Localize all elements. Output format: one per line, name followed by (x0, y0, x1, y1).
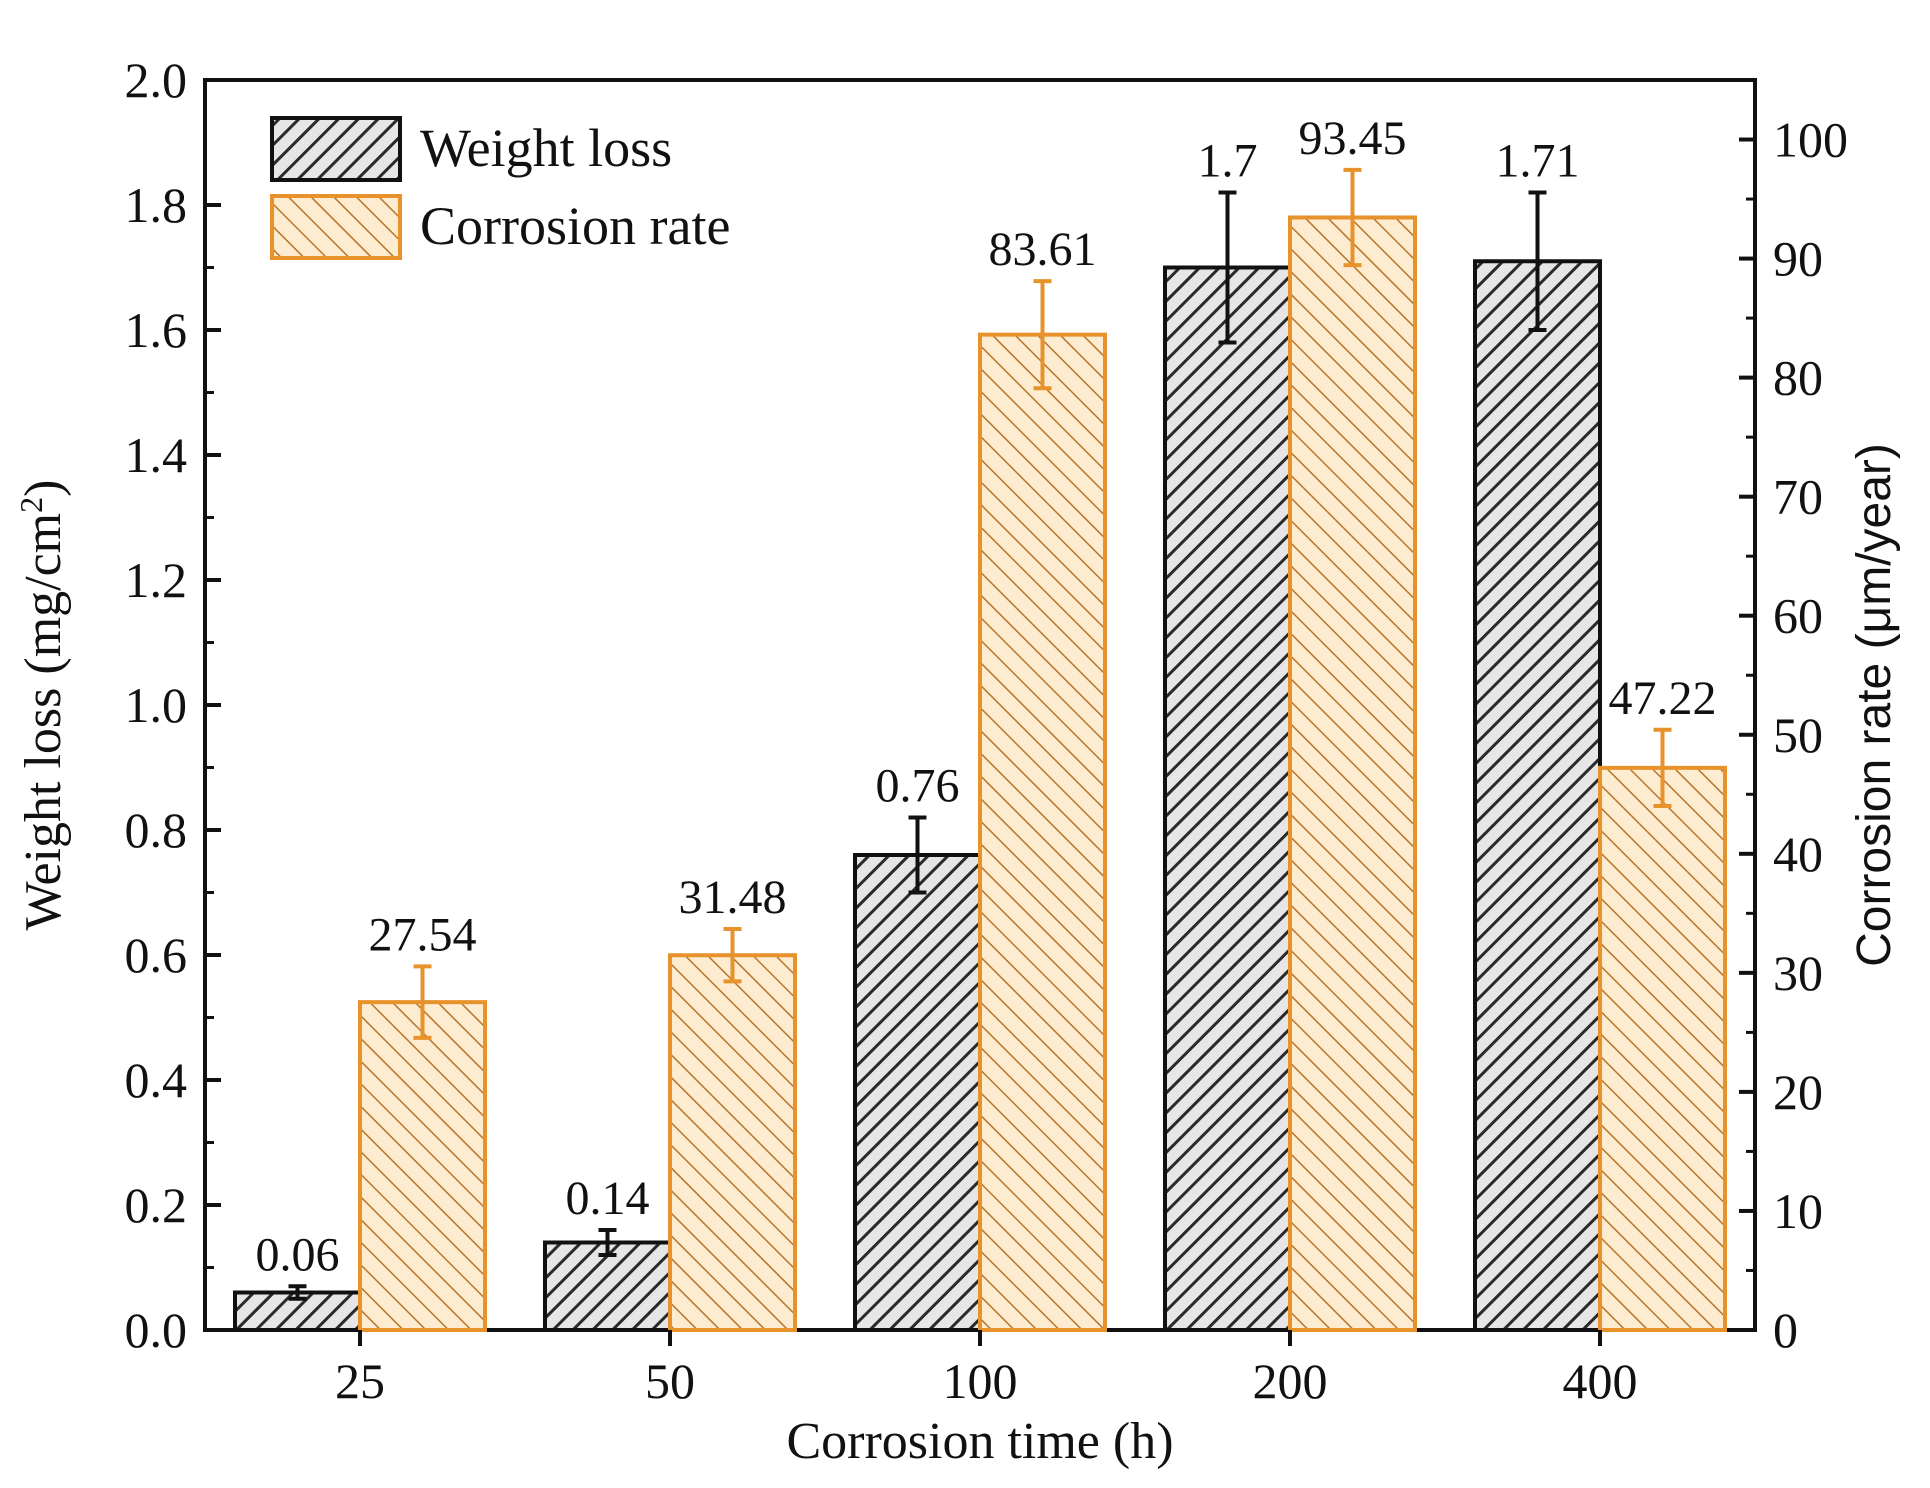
data-label-corrosion-rate: 27.54 (369, 908, 477, 961)
data-label-corrosion-rate: 31.48 (679, 871, 787, 924)
y-right-tick-label: 0 (1773, 1302, 1798, 1358)
y-right-tick-label: 90 (1773, 231, 1823, 287)
bar-corrosion-rate (978, 332, 1107, 1332)
x-tick-label: 400 (1563, 1353, 1638, 1409)
bar-corrosion-rate (358, 1000, 487, 1333)
x-axis-ticks: 25 50 100 200 400 (335, 1330, 1638, 1409)
data-label-weight-loss: 1.7 (1198, 135, 1258, 188)
bar-corrosion-rate (1598, 765, 1727, 1332)
right-axis-ticks: 0 10 20 30 40 50 60 70 80 90 100 (1739, 112, 1848, 1358)
bar-weight-loss (1163, 265, 1292, 1332)
y-axis-left-title: Weight loss (mg/cm2) (13, 480, 72, 931)
y-right-tick-label: 30 (1773, 945, 1823, 1001)
y-axis-right-title: Corrosion rate (μm/year) (1848, 443, 1901, 967)
x-axis-title: Corrosion time (h) (786, 1413, 1173, 1470)
y-axis-left-title-close: ) (15, 480, 72, 497)
y-left-tick-label: 0.8 (125, 802, 188, 858)
y-left-tick-label: 2.0 (125, 52, 188, 108)
x-tick-label: 100 (943, 1353, 1018, 1409)
data-label-corrosion-rate: 83.61 (989, 223, 1097, 276)
bar-weight-loss (543, 1240, 672, 1332)
legend: Weight loss Corrosion rate (270, 116, 730, 260)
data-label-weight-loss: 0.14 (566, 1172, 650, 1225)
data-labels-group: 0.06 0.14 0.76 1.7 1.71 27.54 31.48 83.61 93.45 4… (256, 112, 1717, 1281)
legend-swatch-weight-loss (270, 116, 402, 182)
data-label-weight-loss: 1.71 (1496, 135, 1580, 188)
x-tick-label: 50 (645, 1353, 695, 1409)
left-axis-ticks: 0.0 0.2 0.4 0.6 0.8 1.0 1.2 1.4 1.6 1.8 2.0 (125, 52, 221, 1358)
x-tick-label: 200 (1253, 1353, 1328, 1409)
y-right-tick-label: 10 (1773, 1183, 1823, 1239)
bar-weight-loss (853, 853, 982, 1332)
y-right-tick-label: 100 (1773, 112, 1848, 168)
y-left-tick-label: 0.2 (125, 1177, 188, 1233)
data-label-weight-loss: 0.06 (256, 1228, 340, 1281)
x-tick-label: 25 (335, 1353, 385, 1409)
y-right-tick-label: 40 (1773, 826, 1823, 882)
y-axis-left-title-main: Weight loss (mg/cm (15, 513, 72, 931)
data-label-corrosion-rate: 93.45 (1299, 112, 1407, 165)
bar-corrosion-rate (668, 953, 797, 1332)
y-left-tick-label: 1.8 (125, 177, 188, 233)
legend-label-corrosion-rate: Corrosion rate (420, 196, 730, 256)
y-right-tick-label: 70 (1773, 469, 1823, 525)
bar-weight-loss (1473, 259, 1602, 1332)
y-right-tick-label: 80 (1773, 350, 1823, 406)
y-left-tick-label: 0.4 (125, 1052, 188, 1108)
y-left-tick-label: 1.4 (125, 427, 188, 483)
legend-swatch-corrosion-rate (270, 194, 402, 260)
y-right-tick-label: 50 (1773, 707, 1823, 763)
y-right-tick-label: 20 (1773, 1064, 1823, 1120)
y-left-tick-label: 1.2 (125, 552, 188, 608)
bar-corrosion-rate (1288, 215, 1417, 1332)
y-left-tick-label: 1.0 (125, 677, 188, 733)
y-left-tick-label: 1.6 (125, 302, 188, 358)
y-left-tick-label: 0.6 (125, 927, 188, 983)
y-axis-left-title-sup: 2 (13, 497, 49, 513)
data-label-corrosion-rate: 47.22 (1609, 672, 1717, 725)
error-bars-group (288, 167, 1672, 1301)
y-right-tick-label: 60 (1773, 588, 1823, 644)
data-label-weight-loss: 0.76 (876, 760, 960, 813)
legend-label-weight-loss: Weight loss (420, 118, 672, 178)
bars-group (233, 215, 1727, 1333)
y-left-tick-label: 0.0 (125, 1302, 188, 1358)
